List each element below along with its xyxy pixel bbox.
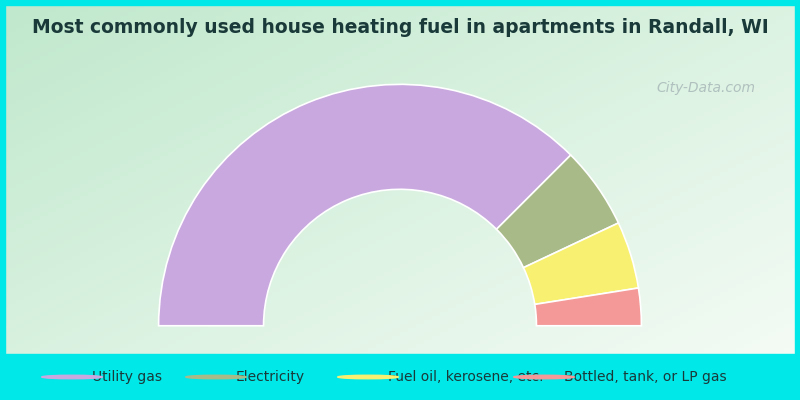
Circle shape: [514, 375, 574, 379]
Wedge shape: [158, 84, 570, 326]
Text: City-Data.com: City-Data.com: [656, 81, 755, 95]
Circle shape: [338, 375, 398, 379]
Circle shape: [186, 375, 246, 379]
Wedge shape: [534, 288, 642, 326]
Text: Fuel oil, kerosene, etc.: Fuel oil, kerosene, etc.: [388, 370, 543, 384]
Wedge shape: [523, 223, 638, 304]
Circle shape: [42, 375, 102, 379]
Text: Most commonly used house heating fuel in apartments in Randall, WI: Most commonly used house heating fuel in…: [32, 18, 768, 37]
Wedge shape: [497, 155, 618, 268]
Text: Bottled, tank, or LP gas: Bottled, tank, or LP gas: [564, 370, 726, 384]
Text: Electricity: Electricity: [236, 370, 305, 384]
Text: Utility gas: Utility gas: [92, 370, 162, 384]
